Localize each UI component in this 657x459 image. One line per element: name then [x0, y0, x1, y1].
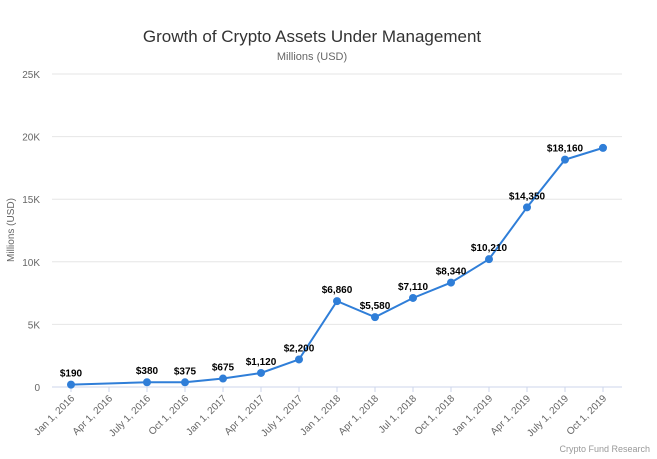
data-label: $2,200: [284, 343, 315, 354]
data-label: $14,350: [509, 191, 546, 202]
chart-subtitle: Millions (USD): [277, 51, 347, 63]
data-label: $190: [60, 369, 83, 380]
data-point: [371, 313, 379, 322]
data-point: [599, 143, 607, 152]
series-line: [70, 146, 604, 386]
data-labels: $190 $380 $375 $675 $1,120 $2,200 $6,860 $5,580…: [60, 144, 584, 380]
data-point: [523, 203, 531, 212]
data-point: [143, 378, 151, 387]
y-tick-label: 5K: [28, 320, 41, 331]
y-axis-title: Millions (USD): [6, 198, 17, 262]
y-tick-label: 10K: [22, 258, 40, 269]
data-point: [67, 380, 75, 389]
chart-title: Growth of Crypto Assets Under Management: [143, 27, 482, 46]
data-point: [485, 255, 493, 264]
chart-credit[interactable]: Crypto Fund Research: [559, 444, 650, 454]
data-point: [333, 297, 341, 306]
x-tick-label: July 1, 2017: [259, 393, 305, 439]
data-label: $7,110: [398, 282, 428, 293]
data-label: $5,580: [360, 301, 391, 312]
x-tick-label: Jan 1, 2018: [298, 393, 343, 438]
y-axis-ticks: 0 5K 10K 15K 20K 25K: [22, 70, 40, 394]
data-label: $375: [174, 366, 197, 377]
data-point: [447, 278, 455, 287]
data-point: [409, 293, 417, 302]
gridlines: [52, 73, 622, 388]
y-tick-label: 15K: [22, 195, 40, 206]
data-point: [295, 355, 303, 364]
data-point: [257, 368, 265, 377]
series-line-group: [67, 143, 607, 389]
data-label: $8,340: [436, 267, 467, 278]
x-tick-label: July 1, 2019: [525, 393, 571, 439]
data-point: [561, 155, 569, 164]
x-tick-label: Jan 1, 2019: [450, 393, 495, 438]
data-label: $675: [212, 363, 235, 374]
x-tick-label: Oct 1, 2019: [565, 393, 610, 438]
data-point: [219, 374, 227, 383]
y-tick-label: 0: [34, 383, 40, 394]
x-tick-label: Jan 1, 2016: [32, 393, 77, 438]
data-point: [181, 378, 189, 387]
x-tick-label: July 1, 2016: [107, 393, 153, 439]
x-tick-label: Apr 1, 2018: [337, 393, 382, 438]
x-tick-label: Jan 1, 2017: [184, 393, 229, 438]
y-tick-label: 25K: [22, 70, 40, 81]
data-label: $380: [136, 366, 159, 377]
y-tick-label: 20K: [22, 133, 40, 144]
data-label: $18,160: [547, 144, 584, 155]
data-label: $6,860: [322, 285, 353, 296]
data-label: $10,210: [471, 243, 508, 254]
data-label: $1,120: [246, 357, 277, 368]
